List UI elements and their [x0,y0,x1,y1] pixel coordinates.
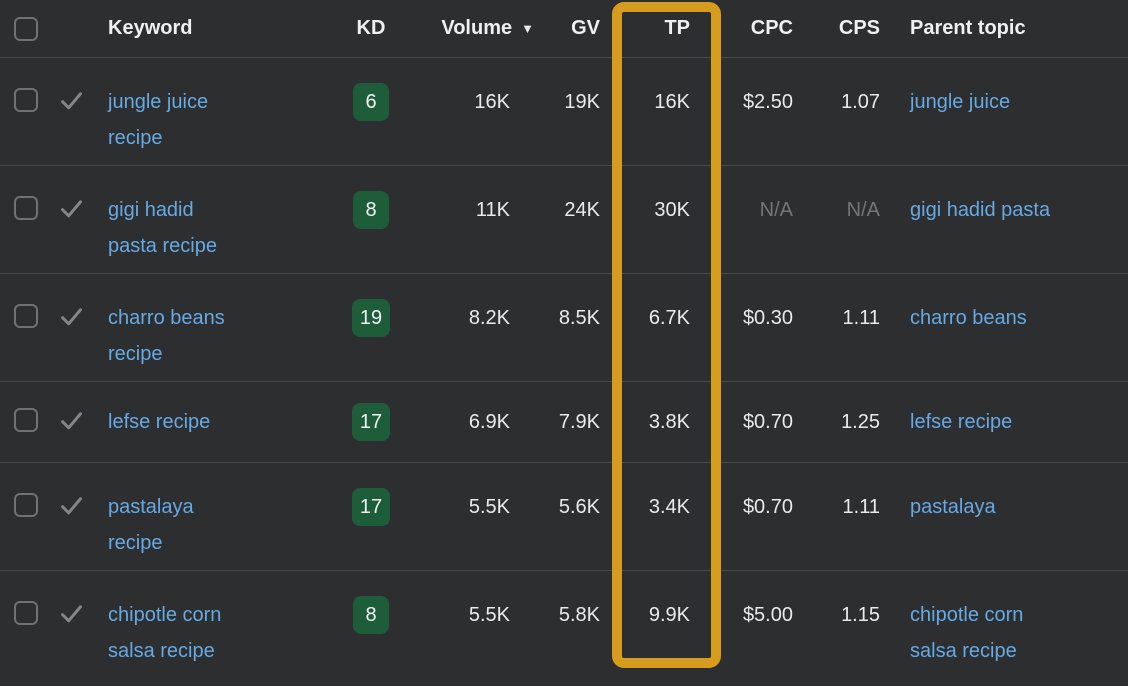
cpc-value: $0.30 [742,307,793,329]
checkmark-icon [61,200,82,218]
keyword-link[interactable]: chipotle corn salsa recipe [108,604,222,662]
keyword-link[interactable]: lefse recipe [108,411,211,433]
checkmark-icon [61,605,82,623]
kd-badge: 19 [351,299,391,337]
checkmark-icon [61,92,82,110]
column-header-cpc[interactable]: CPC [750,17,793,39]
table-row: jungle juice recipe 6 16K 19K 16K $2.50 … [0,58,1128,166]
table-row: gigi hadid pasta recipe 8 11K 24K 30K N/… [0,166,1128,274]
keyword-link[interactable]: charro beans recipe [108,307,225,365]
cps-value: N/A [846,199,880,221]
column-header-tp[interactable]: TP [664,17,690,39]
column-header-gv[interactable]: GV [571,17,600,39]
column-header-keyword[interactable]: Keyword [108,17,193,39]
column-header-cps[interactable]: CPS [838,17,880,39]
gv-value: 24K [564,199,600,221]
kd-badge: 8 [353,596,389,634]
volume-value: 5.5K [468,496,510,518]
select-all-checkbox[interactable] [14,16,38,41]
kd-badge: 8 [353,191,389,229]
cpc-value: $0.70 [742,496,793,518]
volume-value: 6.9K [468,411,510,433]
cps-value: 1.07 [841,91,880,113]
parent-topic-link[interactable]: pastalaya [910,496,996,518]
cpc-value: $5.00 [742,604,793,626]
row-checkbox[interactable] [14,601,38,625]
row-checkbox[interactable] [14,88,38,112]
checkmark-icon [61,308,82,326]
row-checkbox[interactable] [14,304,38,328]
tp-value: 3.8K [648,411,690,433]
tp-value: 30K [654,199,690,221]
column-header-volume[interactable]: Volume ▼ [398,17,534,40]
tp-value: 3.4K [648,496,690,518]
cps-value: 1.15 [841,604,880,626]
gv-value: 5.6K [558,496,600,518]
keyword-link[interactable]: jungle juice recipe [108,91,209,149]
row-checkbox[interactable] [14,408,38,432]
parent-topic-link[interactable]: lefse recipe [910,411,1013,433]
tp-value: 16K [654,91,690,113]
kd-badge: 17 [351,403,391,441]
table-header-row: Keyword KD Volume ▼ GV TP CPC CPS Parent… [0,0,1128,58]
cps-value: 1.11 [842,307,880,329]
cps-value: 1.11 [842,496,880,518]
volume-value: 11K [475,199,510,221]
parent-topic-link[interactable]: charro beans [910,307,1027,329]
kd-badge: 6 [353,83,389,121]
tp-value: 9.9K [648,604,690,626]
checkmark-icon [61,497,82,515]
column-header-volume-label: Volume [441,17,513,39]
cpc-value: $0.70 [742,411,793,433]
column-header-kd[interactable]: KD [356,17,386,39]
gv-value: 7.9K [558,411,600,433]
volume-value: 8.2K [468,307,510,329]
table-row: chipotle corn salsa recipe 8 5.5K 5.8K 9… [0,571,1128,682]
sort-desc-icon: ▼ [521,21,534,36]
keyword-link[interactable]: pastalaya recipe [108,496,194,554]
tp-value: 6.7K [648,307,690,329]
table-row: pastalaya recipe 17 5.5K 5.6K 3.4K $0.70… [0,463,1128,571]
keyword-link[interactable]: gigi hadid pasta recipe [108,199,217,257]
table-row: charro beans recipe 19 8.2K 8.5K 6.7K $0… [0,274,1128,382]
column-header-parent-topic[interactable]: Parent topic [910,17,1026,39]
volume-value: 16K [474,91,510,113]
table-row: lefse recipe 17 6.9K 7.9K 3.8K $0.70 1.2… [0,382,1128,463]
volume-value: 5.5K [468,604,510,626]
cpc-value: $2.50 [742,91,793,113]
row-checkbox[interactable] [14,493,38,517]
parent-topic-link[interactable]: chipotle corn salsa recipe [910,604,1024,662]
gv-value: 8.5K [558,307,600,329]
row-checkbox[interactable] [14,196,38,220]
parent-topic-link[interactable]: jungle juice [910,91,1011,113]
gv-value: 5.8K [558,604,600,626]
cps-value: 1.25 [841,411,880,433]
checkmark-icon [61,412,82,430]
header-checkbox-cell [0,16,50,41]
parent-topic-link[interactable]: gigi hadid pasta [910,199,1051,221]
kd-badge: 17 [351,488,391,526]
gv-value: 19K [564,91,600,113]
cpc-value: N/A [759,199,793,221]
